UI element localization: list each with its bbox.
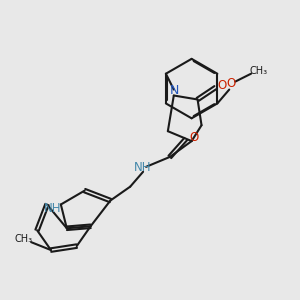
Text: NH: NH (44, 202, 62, 215)
Text: CH₃: CH₃ (250, 66, 268, 76)
Text: O: O (189, 130, 198, 144)
Text: O: O (218, 79, 227, 92)
Text: O: O (226, 77, 236, 90)
Text: N: N (170, 84, 179, 97)
Text: NH: NH (134, 161, 152, 174)
Text: CH₃: CH₃ (14, 234, 32, 244)
